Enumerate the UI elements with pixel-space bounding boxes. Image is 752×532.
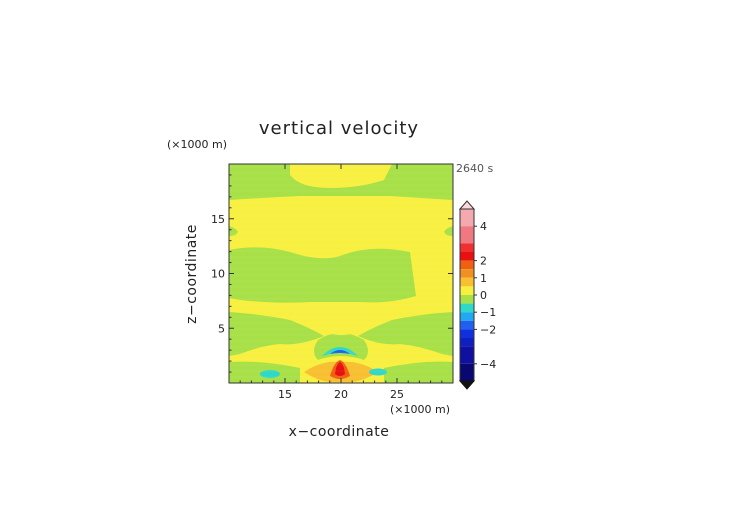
colorbar-tick-label: −2 xyxy=(480,323,496,336)
colorbar-tick-label: −1 xyxy=(480,306,496,319)
x-tick-label: 15 xyxy=(278,388,292,401)
field-core-inner xyxy=(335,362,345,376)
colorbar-tick-label: −4 xyxy=(480,358,496,371)
colorbar-band xyxy=(460,312,474,321)
colorbar-band xyxy=(460,320,474,330)
field-cyan-left xyxy=(260,370,280,378)
colorbar-extend-min xyxy=(458,380,476,390)
colorbar-band xyxy=(460,277,474,287)
field-region-upper-middle xyxy=(229,247,416,303)
colorbar-band xyxy=(460,252,474,261)
colorbar-band xyxy=(460,303,474,313)
colorbar-band xyxy=(460,269,474,278)
field-region-bottom xyxy=(229,361,453,383)
colorbar-band xyxy=(460,346,474,364)
time-label: 2640 s xyxy=(456,162,493,175)
colorbar-band xyxy=(460,329,474,338)
x-tick-label: 20 xyxy=(334,388,348,401)
chart-title: vertical velocity xyxy=(259,118,419,139)
y-axis-label: z−coordinate xyxy=(184,224,200,324)
x-axis-label: x−coordinate xyxy=(289,424,390,440)
colorbar: 4 2 1 0 −1 −2 −4 xyxy=(458,200,496,390)
x-axis: 15 20 25 xyxy=(239,164,443,401)
field-bubble-top xyxy=(326,323,356,335)
colorbar-extend-max xyxy=(458,200,476,210)
colorbar-band xyxy=(460,226,474,244)
field-region-mid-right xyxy=(444,226,453,236)
field-cyan-right xyxy=(369,368,387,376)
colorbar-tick-label: 0 xyxy=(480,289,487,302)
field-region-lower-left xyxy=(229,312,324,356)
colorbar-tick-label: 2 xyxy=(480,255,487,268)
velocity-field xyxy=(228,163,454,384)
colorbar-band xyxy=(460,338,474,347)
y-tick-label: 5 xyxy=(218,322,225,335)
field-region-mid-left xyxy=(229,226,238,236)
colorbar-band xyxy=(460,209,474,227)
colorbar-tick-label: 4 xyxy=(480,220,487,233)
colorbar-band xyxy=(460,363,474,381)
colorbar-band xyxy=(460,260,474,270)
field-region-top-left xyxy=(229,164,453,200)
field-region-lower-right xyxy=(358,312,453,356)
field-banding xyxy=(229,166,453,378)
x-axis-unit: (×1000 m) xyxy=(390,403,450,416)
colorbar-band xyxy=(460,286,474,295)
y-tick-label: 10 xyxy=(211,268,225,281)
colorbar-tick-label: 1 xyxy=(480,272,487,285)
colorbar-band xyxy=(460,243,474,252)
colorbar-band xyxy=(460,295,474,304)
x-tick-label: 25 xyxy=(390,388,404,401)
y-tick-label: 15 xyxy=(211,213,225,226)
y-axis-unit: (×1000 m) xyxy=(167,138,227,151)
y-axis: 5 10 15 xyxy=(211,174,453,373)
field-blue-arc xyxy=(330,350,350,354)
